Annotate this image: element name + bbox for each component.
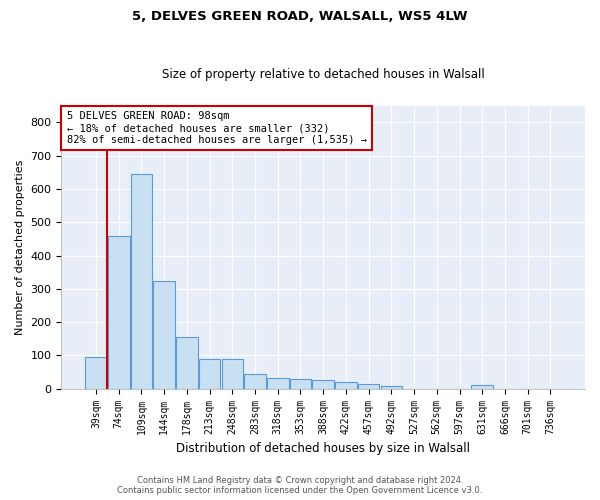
Bar	[472, 384, 493, 388]
Text: 5, DELVES GREEN ROAD, WALSALL, WS5 4LW: 5, DELVES GREEN ROAD, WALSALL, WS5 4LW	[132, 10, 468, 23]
Bar	[335, 382, 357, 388]
Text: 5 DELVES GREEN ROAD: 98sqm
← 18% of detached houses are smaller (332)
82% of sem: 5 DELVES GREEN ROAD: 98sqm ← 18% of deta…	[67, 112, 367, 144]
Bar	[221, 358, 243, 388]
Bar	[85, 357, 107, 388]
Bar	[267, 378, 289, 388]
Text: Contains HM Land Registry data © Crown copyright and database right 2024.
Contai: Contains HM Land Registry data © Crown c…	[118, 476, 482, 495]
Bar	[108, 236, 130, 388]
Y-axis label: Number of detached properties: Number of detached properties	[15, 160, 25, 335]
Bar	[358, 384, 379, 388]
Title: Size of property relative to detached houses in Walsall: Size of property relative to detached ho…	[162, 68, 485, 81]
Bar	[131, 174, 152, 388]
X-axis label: Distribution of detached houses by size in Walsall: Distribution of detached houses by size …	[176, 442, 470, 455]
Bar	[313, 380, 334, 388]
Bar	[176, 337, 197, 388]
Bar	[154, 280, 175, 388]
Bar	[380, 386, 402, 388]
Bar	[290, 378, 311, 388]
Bar	[244, 374, 266, 388]
Bar	[199, 358, 220, 388]
